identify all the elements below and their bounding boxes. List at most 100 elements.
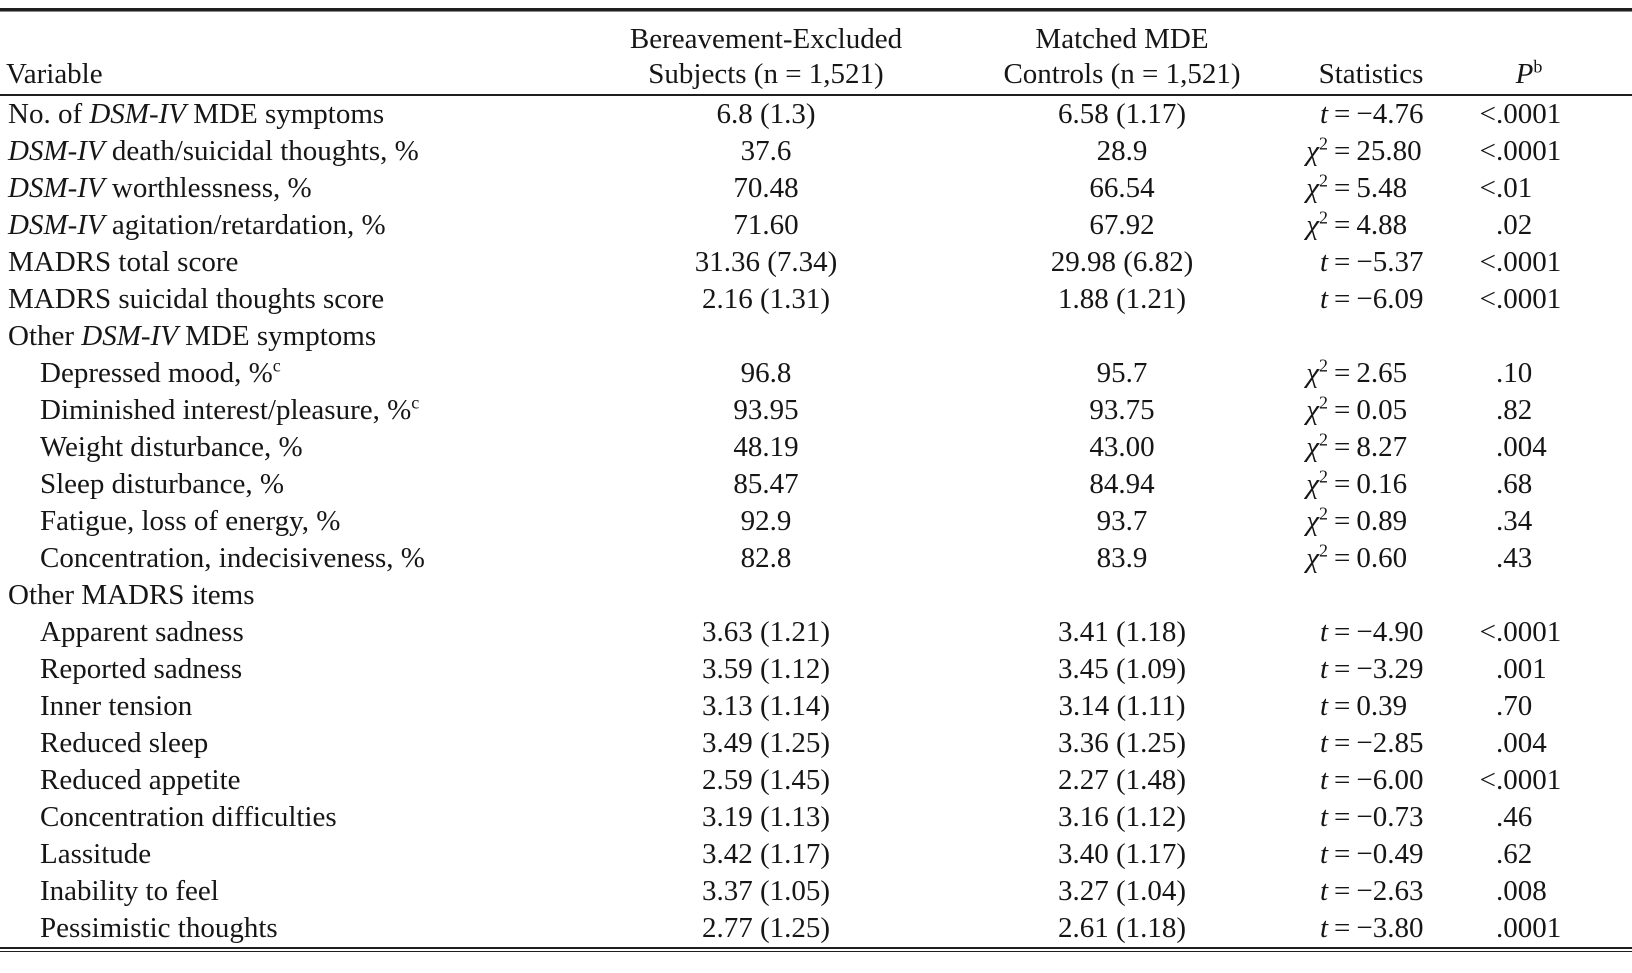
t-symbol: t bbox=[1319, 727, 1328, 759]
control-value-cell: 67.92 bbox=[1089, 209, 1155, 241]
statistic-value: −3.29 bbox=[1356, 653, 1424, 685]
p-value: .008 bbox=[1496, 875, 1547, 907]
statistic-cell: t = −2.85 bbox=[1282, 725, 1460, 762]
table-body: No. of DSM-IV MDE symptoms 6.8 (1.3) 6.58 … bbox=[0, 96, 1632, 947]
bereaved-value-cell: 71.60 bbox=[733, 209, 799, 241]
statistic-value: −4.76 bbox=[1356, 98, 1424, 130]
p-value-cell: .001 bbox=[1460, 651, 1632, 688]
t-symbol: t bbox=[1319, 838, 1328, 870]
p-value-cell: .008 bbox=[1460, 873, 1632, 910]
t-symbol: t bbox=[1319, 875, 1328, 907]
statistic-cell: t = −5.37 bbox=[1282, 244, 1460, 281]
equals-sign: = bbox=[1334, 394, 1351, 426]
table-row: Diminished interest/pleasure, %c 93.95 93.… bbox=[0, 392, 1632, 429]
statistic-cell: t = 0.39 bbox=[1282, 688, 1460, 725]
bereaved-value-cell bbox=[570, 318, 962, 355]
chi-square-symbol: χ2 bbox=[1306, 503, 1328, 537]
table-row: Reported sadness 3.59 (1.12) 3.45 (1.09) t =… bbox=[0, 651, 1632, 688]
statistic-value: 5.48 bbox=[1356, 172, 1408, 204]
equals-sign: = bbox=[1334, 209, 1351, 241]
equals-sign: = bbox=[1334, 690, 1351, 722]
variable-cell: Lassitude bbox=[40, 838, 152, 870]
variable-cell: Reported sadness bbox=[40, 653, 243, 685]
statistic-value: 0.60 bbox=[1356, 542, 1408, 574]
bereaved-value-cell: 3.37 (1.05) bbox=[701, 875, 831, 907]
p-value-cell: .004 bbox=[1460, 429, 1632, 466]
statistic-value: −3.80 bbox=[1356, 912, 1424, 944]
p-value-cell: .68 bbox=[1460, 466, 1632, 503]
equals-sign: = bbox=[1334, 727, 1351, 759]
bereaved-value-cell: 82.8 bbox=[740, 542, 792, 574]
less-than-sign: < bbox=[1479, 283, 1496, 315]
table-row: Reduced appetite 2.59 (1.45) 2.27 (1.48) t =… bbox=[0, 762, 1632, 799]
control-value-cell: 2.61 (1.18) bbox=[1057, 912, 1187, 944]
p-value-cell: .43 bbox=[1460, 540, 1632, 577]
p-value: .001 bbox=[1496, 653, 1547, 685]
variable-cell: Concentration, indecisiveness, % bbox=[40, 542, 425, 574]
control-value-cell: 3.41 (1.18) bbox=[1057, 616, 1187, 648]
bereaved-value-cell bbox=[570, 577, 962, 614]
table-row: Fatigue, loss of energy, % 92.9 93.7 χ2 = 0.8… bbox=[0, 503, 1632, 540]
statistic-cell: χ2 = 5.48 bbox=[1282, 170, 1460, 207]
p-value: .0001 bbox=[1496, 616, 1562, 648]
p-value: .43 bbox=[1496, 542, 1533, 574]
bereaved-value-cell: 37.6 bbox=[740, 135, 792, 167]
control-value-cell: 29.98 (6.82) bbox=[1050, 246, 1194, 278]
equals-sign: = bbox=[1334, 357, 1351, 389]
group1-header-line2: Subjects (n = 1,521) bbox=[648, 58, 884, 90]
bereaved-value-cell: 31.36 (7.34) bbox=[694, 246, 838, 278]
p-value: .10 bbox=[1496, 357, 1533, 389]
statistic-value: −6.00 bbox=[1356, 764, 1424, 796]
variable-cell: MADRS suicidal thoughts score bbox=[8, 283, 385, 315]
chi-square-symbol: χ2 bbox=[1306, 466, 1328, 500]
statistic-cell: χ2 = 0.05 bbox=[1282, 392, 1460, 429]
table-row: Pessimistic thoughts 2.77 (1.25) 2.61 (1.1… bbox=[0, 910, 1632, 947]
statistic-value: 0.89 bbox=[1356, 505, 1408, 537]
group2-header-line2: Controls (n = 1,521) bbox=[1003, 58, 1241, 90]
column-header-bereavement-excluded: Bereavement-Excluded Subjects (n = 1,521… bbox=[570, 22, 962, 92]
statistic-cell: t = −3.29 bbox=[1282, 651, 1460, 688]
p-value: .0001 bbox=[1496, 912, 1562, 944]
group1-header-line1: Bereavement-Excluded bbox=[629, 23, 903, 55]
chi-square-symbol: χ2 bbox=[1306, 355, 1328, 389]
variable-cell: Sleep disturbance, % bbox=[40, 468, 285, 500]
p-value: .46 bbox=[1496, 801, 1533, 833]
p-value: .62 bbox=[1496, 838, 1533, 870]
less-than-sign: < bbox=[1479, 135, 1496, 167]
equals-sign: = bbox=[1334, 431, 1351, 463]
column-header-statistics: Statistics bbox=[1282, 57, 1460, 92]
p-value-cell: .46 bbox=[1460, 799, 1632, 836]
variable-cell: Inner tension bbox=[40, 690, 193, 722]
t-symbol: t bbox=[1319, 283, 1328, 315]
variable-header-label: Variable bbox=[6, 58, 103, 90]
table-row: Reduced sleep 3.49 (1.25) 3.36 (1.25) t = −2.… bbox=[0, 725, 1632, 762]
chi-square-symbol: χ2 bbox=[1306, 170, 1328, 204]
chi-square-symbol: χ2 bbox=[1306, 392, 1328, 426]
control-value-cell: 84.94 bbox=[1089, 468, 1155, 500]
p-value-cell: .82 bbox=[1460, 392, 1632, 429]
equals-sign: = bbox=[1334, 98, 1351, 130]
p-value-cell: .70 bbox=[1460, 688, 1632, 725]
equals-sign: = bbox=[1334, 838, 1351, 870]
control-value-cell: 95.7 bbox=[1096, 357, 1148, 389]
chi-square-symbol: χ2 bbox=[1306, 207, 1328, 241]
control-value-cell: 93.7 bbox=[1096, 505, 1148, 537]
equals-sign: = bbox=[1334, 468, 1351, 500]
p-value: .82 bbox=[1496, 394, 1533, 426]
less-than-sign: < bbox=[1479, 98, 1496, 130]
statistic-cell: χ2 = 25.80 bbox=[1282, 133, 1460, 170]
p-value-cell: < .0001 bbox=[1460, 133, 1632, 170]
control-value-cell bbox=[962, 577, 1282, 614]
bereaved-value-cell: 3.19 (1.13) bbox=[701, 801, 831, 833]
statistic-cell: t = −0.49 bbox=[1282, 836, 1460, 873]
p-value: .68 bbox=[1496, 468, 1533, 500]
p-value: .004 bbox=[1496, 727, 1547, 759]
statistic-cell: χ2 = 0.89 bbox=[1282, 503, 1460, 540]
statistic-cell: χ2 = 4.88 bbox=[1282, 207, 1460, 244]
p-value-cell: < .0001 bbox=[1460, 614, 1632, 651]
control-value-cell bbox=[962, 318, 1282, 355]
p-value: .0001 bbox=[1496, 98, 1562, 130]
table-row: Sleep disturbance, % 85.47 84.94 χ2 = 0.16 .68 bbox=[0, 466, 1632, 503]
p-value: .34 bbox=[1496, 505, 1533, 537]
bereaved-value-cell: 70.48 bbox=[733, 172, 799, 204]
